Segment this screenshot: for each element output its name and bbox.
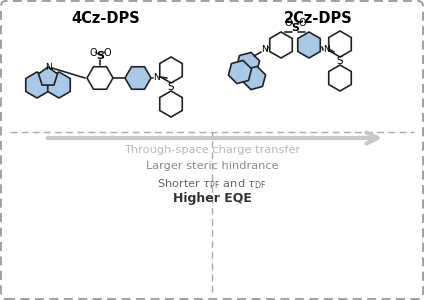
Polygon shape: [39, 67, 58, 85]
Polygon shape: [243, 66, 265, 90]
Text: Larger steric hindrance: Larger steric hindrance: [146, 161, 278, 171]
Text: N: N: [323, 46, 329, 55]
Text: S: S: [291, 23, 299, 33]
Text: S: S: [337, 56, 343, 66]
Polygon shape: [229, 60, 251, 84]
Text: Through-space charge transfer: Through-space charge transfer: [124, 145, 300, 155]
Text: N: N: [153, 74, 159, 82]
Text: N: N: [261, 46, 268, 55]
Polygon shape: [125, 67, 151, 89]
Polygon shape: [298, 32, 320, 58]
Text: N: N: [45, 64, 51, 73]
Polygon shape: [26, 72, 48, 98]
Text: S: S: [167, 82, 174, 92]
Text: 2Cz-DPS: 2Cz-DPS: [284, 11, 352, 26]
Text: O: O: [298, 18, 306, 28]
Polygon shape: [237, 52, 259, 76]
Text: O: O: [103, 48, 111, 58]
Text: Higher EQE: Higher EQE: [173, 192, 251, 205]
Text: O: O: [89, 48, 97, 58]
Text: Shorter $\tau_{\mathregular{PF}}$ and $\tau_{\mathregular{DF}}$: Shorter $\tau_{\mathregular{PF}}$ and $\…: [157, 177, 267, 191]
Text: S: S: [96, 51, 104, 61]
Polygon shape: [48, 72, 70, 98]
Text: 4Cz-DPS: 4Cz-DPS: [72, 11, 140, 26]
Text: O: O: [284, 18, 292, 28]
